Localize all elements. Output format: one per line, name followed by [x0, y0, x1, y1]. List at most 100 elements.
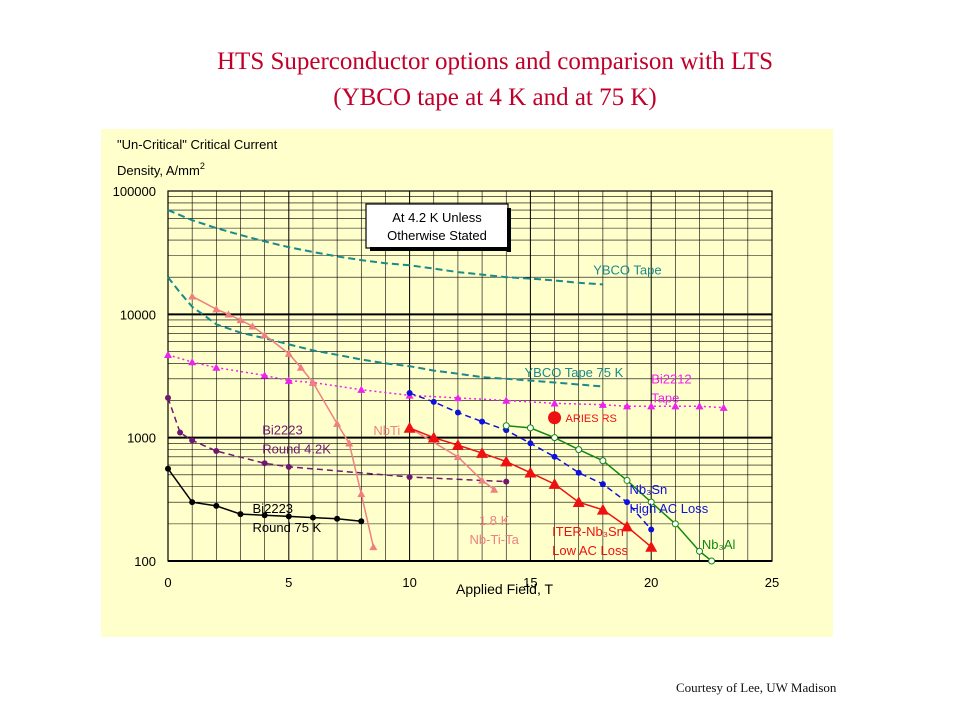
series-label-nb3al: Nb₃Al: [702, 537, 736, 552]
data-point-nbti: [369, 542, 378, 551]
series-line-ybco75: [167, 276, 603, 388]
series-nb3al: [502, 422, 716, 565]
series: [164, 209, 728, 565]
data-point-bi2223_42: [406, 473, 413, 480]
data-point-nbti: [212, 305, 221, 313]
data-point-nbti: [224, 310, 233, 318]
x-tick-label: 10: [402, 575, 416, 590]
data-point-nbti: [248, 322, 257, 330]
plot-border: [167, 190, 773, 562]
series-label-bi2223_75: Round 75 K: [253, 520, 322, 535]
data-point-bi2212: [623, 402, 632, 410]
data-point-nbti: [260, 330, 269, 339]
jc-vs-field-chart: "Un-Critical" Critical Current Density, …: [101, 129, 833, 637]
data-point-bi2212: [695, 402, 704, 410]
series-label-ybco75: YBCO Tape 75 K: [525, 365, 624, 380]
data-point-bi2223_75: [358, 518, 365, 525]
data-point-bi2212: [453, 393, 462, 402]
credit-text: Courtesy of Lee, UW Madison: [676, 680, 837, 695]
data-point-bi2223_42: [285, 463, 292, 470]
data-point-bi2212: [550, 399, 559, 407]
x-tick-label: 20: [644, 575, 658, 590]
data-point-nb3sn_high: [599, 481, 606, 488]
point-label-aries-rs: ARIES RS: [566, 413, 617, 425]
data-point-nbtita: [478, 476, 487, 484]
data-point-nb3sn_iter: [645, 540, 658, 552]
x-tick-label: 5: [285, 575, 292, 590]
data-point-bi2223_75: [285, 513, 292, 520]
series-bi2223_75: [165, 465, 365, 525]
data-point-nb3sn_high: [454, 409, 461, 416]
y-tick-label: 1000: [127, 431, 156, 446]
series-line-nb3al: [506, 424, 713, 562]
series-ybco42: [167, 209, 603, 286]
data-point-bi2223_75: [309, 514, 316, 521]
data-point-nb3al: [575, 446, 583, 454]
data-point-bi2223_42: [503, 478, 510, 485]
slide-title-line2: (YBCO tape at 4 K and at 75 K): [333, 84, 657, 111]
data-point-nb3al: [696, 547, 704, 555]
series-label-ybco42: YBCO Tape: [593, 263, 661, 278]
data-point-nb3al: [647, 498, 655, 506]
series-label-bi2223_75: Bi2223: [253, 501, 293, 516]
data-point-nbti: [345, 439, 354, 447]
data-point-nb3al: [502, 422, 510, 430]
data-point-nb3sn_iter: [621, 520, 634, 532]
series-label-bi2212: Tape: [651, 390, 679, 405]
data-point-bi2223_42: [165, 394, 171, 401]
data-point-nb3sn_iter: [548, 478, 561, 489]
data-point-bi2212: [357, 385, 366, 393]
x-tick-label: 15: [523, 575, 537, 590]
y-tick-label: 100000: [113, 184, 156, 199]
x-tick-label: 0: [164, 575, 171, 590]
data-point-bi2223_75: [213, 502, 220, 509]
y-axis-label-line1: "Un-Critical" Critical Current: [117, 137, 278, 152]
data-point-nb3al: [526, 424, 534, 432]
data-point-bi2212: [647, 402, 656, 410]
data-point-nb3al: [708, 557, 716, 565]
data-point-nb3sn_iter: [427, 431, 440, 443]
series-label-nbtita: 1.8 K: [479, 513, 510, 528]
series-labels: YBCO Tape YBCO Tape 75 K Bi2212 Tape Bi2223 R…: [253, 263, 736, 558]
series-nbti: [188, 292, 378, 551]
y-axis-label-line2: Density, A/mm2: [117, 161, 205, 178]
data-point-bi2212: [502, 396, 511, 404]
data-point-nb3sn_high: [551, 453, 558, 460]
data-point-aries-rs: [548, 411, 562, 425]
series-label-bi2223_42: Bi2223: [262, 423, 302, 438]
data-point-bi2212: [598, 400, 607, 408]
series-label-nbtita: Nb-Ti-Ta: [469, 532, 519, 547]
data-point-bi2223_75: [165, 465, 171, 472]
data-point-bi2223_42: [189, 437, 196, 444]
series-label-nb3sn_iter: ITER-Nb₃Sn: [552, 524, 624, 539]
data-point-nb3sn_high: [624, 499, 631, 506]
data-point-nb3sn_iter: [524, 466, 537, 478]
series-bi2212: [164, 350, 728, 411]
series-label-nb3sn_high: High AC Loss: [629, 501, 708, 516]
data-point-bi2212: [671, 402, 680, 410]
data-point-bi2212: [164, 350, 172, 358]
y-tick-label: 10000: [120, 307, 156, 322]
data-point-nb3sn_high: [575, 469, 582, 476]
data-point-bi2223_75: [334, 515, 341, 522]
data-point-nbti: [284, 349, 293, 357]
data-point-nb3sn_high: [406, 390, 413, 397]
data-point-bi2223_75: [189, 499, 196, 506]
data-point-nb3sn_iter: [451, 439, 464, 450]
series-line-bi2223_42: [167, 397, 507, 483]
data-point-nb3sn_iter: [500, 455, 513, 467]
data-point-bi2212: [284, 376, 293, 384]
slide-title-line1: HTS Superconductor options and compariso…: [217, 48, 773, 75]
series-label-nb3sn_iter: Low AC Loss: [552, 543, 628, 558]
data-point-nb3sn_high: [430, 398, 437, 405]
y-tick-label: 100: [134, 554, 156, 569]
condition-note-line2: Otherwise Stated: [387, 228, 487, 243]
series-bi2223_42: [165, 394, 510, 485]
data-point-bi2212: [719, 403, 728, 411]
data-point-nb3sn_iter: [403, 421, 416, 433]
series-label-nbti: NbTi: [373, 423, 400, 438]
data-point-nb3al: [623, 476, 631, 484]
x-tick-label: 25: [765, 575, 779, 590]
data-point-bi2223_42: [177, 429, 184, 436]
data-point-bi2223_42: [261, 460, 268, 467]
